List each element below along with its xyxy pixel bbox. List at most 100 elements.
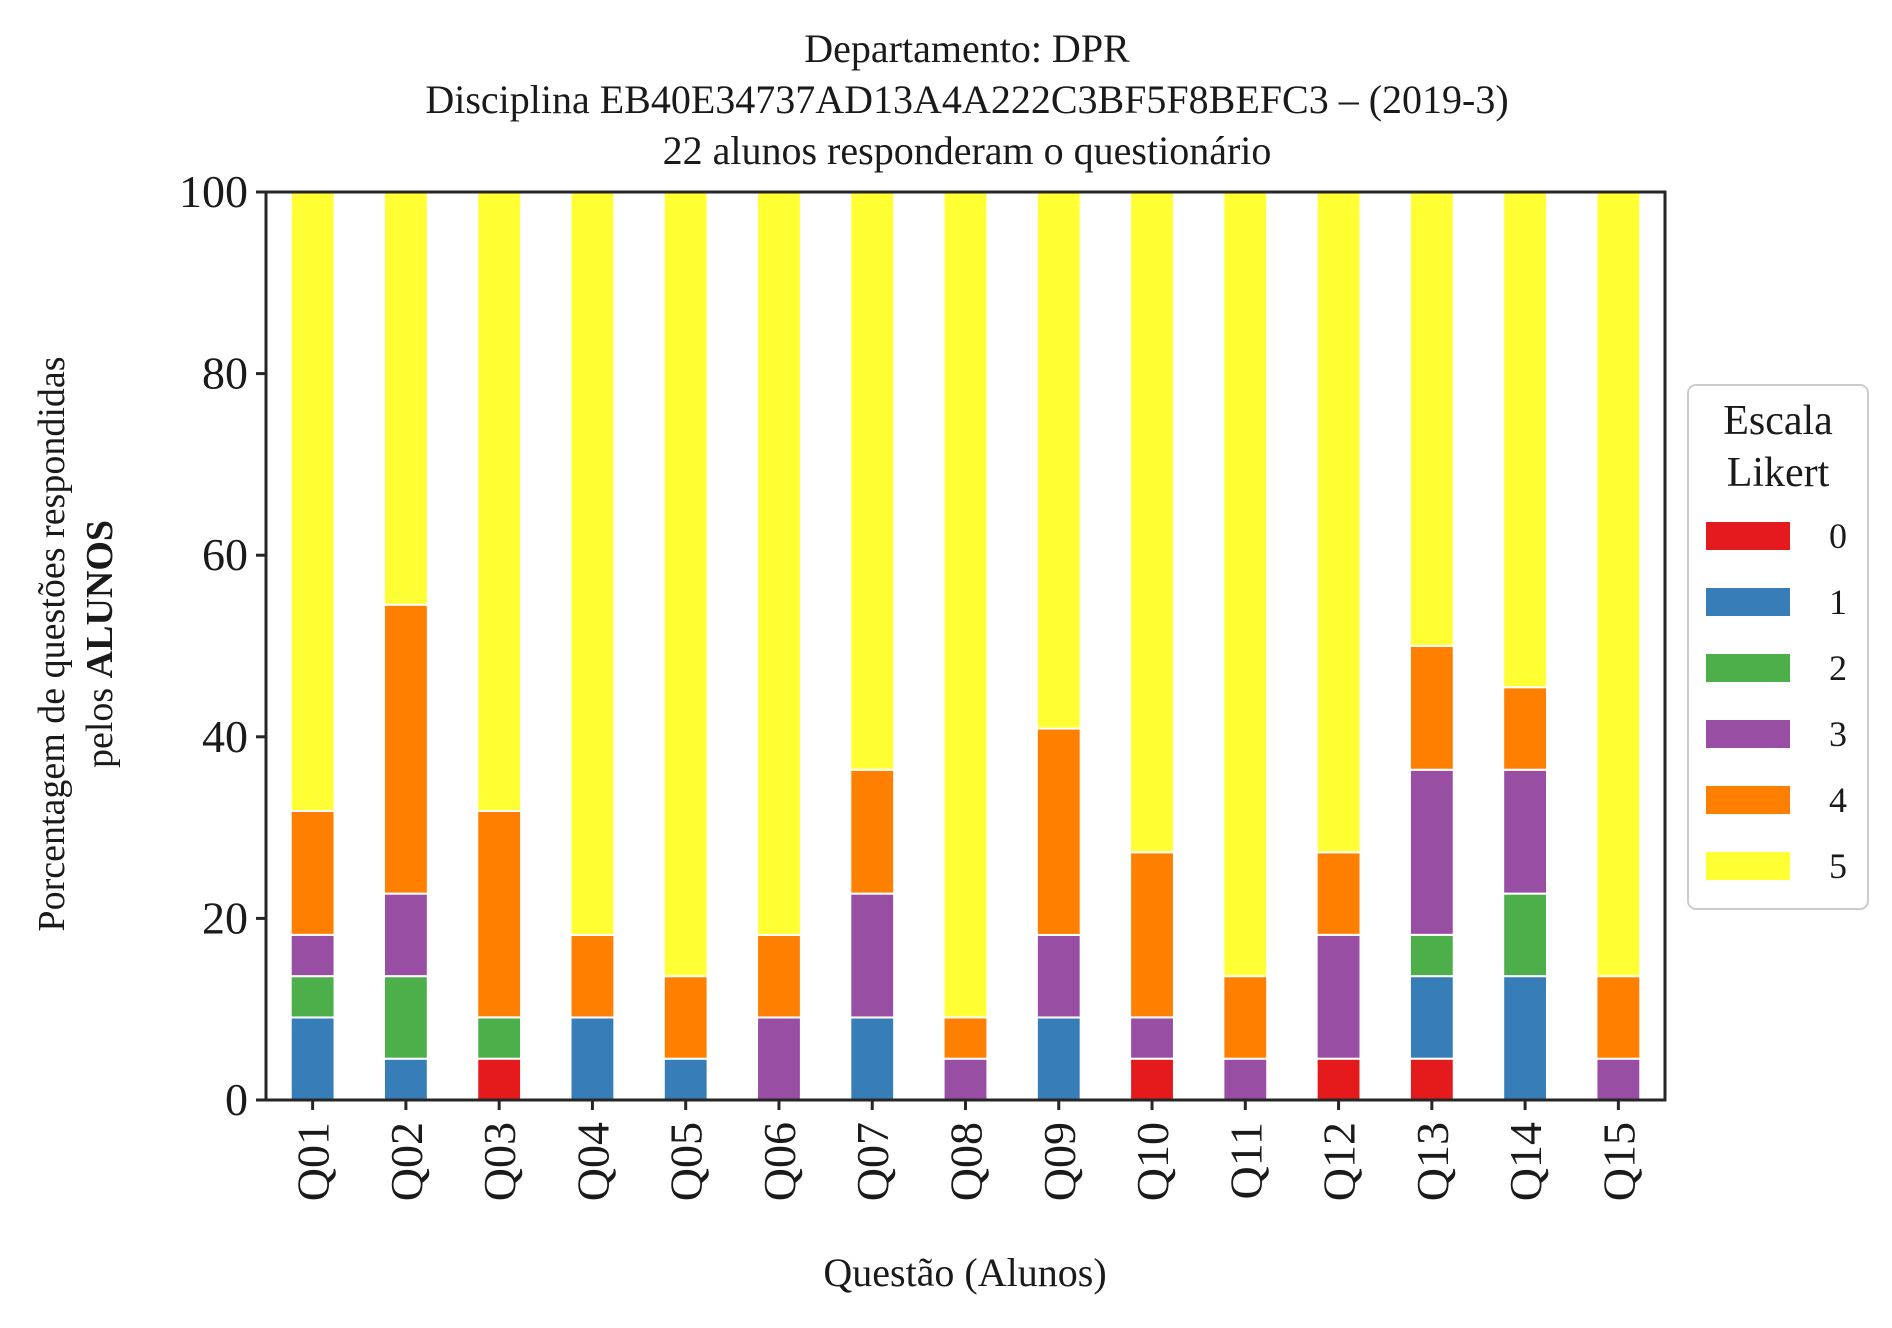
x-axis-label: Questão (Alunos) [823,1250,1106,1295]
bar-q13-likert-4 [1408,644,1455,771]
x-axis-ticks: Q01 Q02 Q03 Q04 Q05 Q06 Q07 Q08 Q09 Q10 Q11 Q12 Q13 Q… [288,1100,1644,1201]
bar-q04-likert-4 [569,933,616,1019]
bar-q09-likert-3 [1035,933,1082,1019]
y-tick-label-20: 20 [202,892,248,943]
bar-q02-likert-3 [382,892,429,978]
legend-swatch-0 [1706,522,1790,550]
bar-q09-likert-1 [1035,1016,1082,1102]
bar-q10-likert-3 [1129,1016,1175,1060]
bar-q05-likert-5 [662,191,709,978]
bar-q09-likert-5 [1035,191,1082,730]
chart-title: Departamento: DPR Disciplina EB40E34737A… [425,26,1508,173]
bar-q01-likert-5 [289,190,336,812]
x-tick-label-q15: Q15 [1593,1122,1644,1201]
bar-q05-likert-4 [662,975,709,1060]
bar-q14-likert-2 [1502,892,1549,978]
bar-q03-likert-4 [476,809,523,1019]
bar-q07-likert-5 [849,190,896,771]
bar-q12-likert-3 [1315,933,1362,1060]
bar-q13-likert-1 [1408,975,1455,1060]
y-tick-label-40: 40 [202,711,248,762]
bar-q14-likert-5 [1502,190,1549,689]
title-line-3: 22 alunos responderam o questionário [663,128,1272,173]
y-tick-label-60: 60 [202,529,248,580]
legend-label-0: 0 [1829,516,1847,556]
bar-q04-likert-5 [569,191,616,936]
bar-q13-likert-2 [1408,933,1455,978]
bar-q01-likert-1 [289,1016,336,1102]
bar-q02-likert-5 [382,191,429,606]
legend-swatch-4 [1706,786,1790,814]
x-tick-label-q01: Q01 [288,1122,339,1201]
y-axis-label-line-1: Porcentagem de questões respondidas [31,356,73,931]
bar-q08-likert-4 [942,1016,989,1060]
legend-swatch-1 [1706,588,1790,616]
bar-q12-likert-4 [1315,851,1362,936]
bar-q03-likert-0 [476,1057,523,1102]
legend-label-2: 2 [1829,648,1847,688]
bar-q03-likert-5 [476,190,523,812]
bar-q01-likert-3 [289,933,336,978]
bar-q08-likert-5 [942,190,989,1019]
x-tick-label-q02: Q02 [381,1122,432,1201]
y-axis-ticks: 0 20 40 60 80 100 [179,166,266,1125]
legend-frame [1687,384,1869,910]
legend-items: 0 1 2 3 4 5 [1706,516,1847,886]
x-tick-label-q14: Q14 [1500,1122,1551,1201]
legend-swatch-3 [1706,720,1790,748]
legend-label-4: 4 [1829,780,1847,820]
x-tick-label-q10: Q10 [1127,1122,1178,1201]
bar-q10-likert-5 [1129,190,1175,854]
bar-q10-likert-4 [1129,851,1175,1019]
bar-q06-likert-3 [756,1016,802,1102]
legend: Escala Likert 0 1 2 3 4 5 [1687,384,1869,910]
bar-q08-likert-3 [942,1057,989,1102]
x-tick-label-q09: Q09 [1034,1122,1085,1201]
bar-q02-likert-1 [382,1057,429,1102]
bar-q14-likert-3 [1502,768,1549,895]
y-tick-label-0: 0 [225,1074,248,1125]
bar-q06-likert-5 [756,191,802,936]
legend-label-1: 1 [1829,582,1847,622]
bar-q14-likert-4 [1502,686,1549,771]
y-axis-label: Porcentagem de questões respondidas pelo… [31,356,121,931]
legend-swatch-2 [1706,654,1790,682]
legend-title-line-2: Likert [1727,450,1830,496]
bar-q02-likert-4 [382,603,429,895]
title-line-1: Departamento: DPR [804,26,1130,71]
bar-q07-likert-3 [849,892,896,1019]
bar-q05-likert-1 [662,1057,709,1102]
x-tick-label-q05: Q05 [661,1122,712,1201]
x-tick-label-q04: Q04 [567,1122,618,1201]
legend-swatch-5 [1706,852,1790,880]
legend-label-5: 5 [1829,846,1847,886]
bar-q11-likert-4 [1222,975,1269,1060]
y-tick-label-80: 80 [202,348,248,399]
y-axis-label-line-2: pelos ALUNOS [79,520,121,768]
bar-q13-likert-5 [1408,190,1455,647]
bar-q09-likert-4 [1035,727,1082,936]
bar-q01-likert-4 [289,809,336,936]
bar-q10-likert-0 [1129,1057,1175,1102]
bar-q07-likert-4 [849,768,896,895]
x-tick-label-q11: Q11 [1220,1122,1271,1200]
bar-q12-likert-0 [1315,1057,1362,1102]
y-axis-label-prefix: pelos [79,678,121,768]
title-line-2: Disciplina EB40E34737AD13A4A222C3BF5F8BE… [425,77,1508,122]
x-tick-label-q08: Q08 [941,1122,992,1201]
bar-q15-likert-3 [1595,1057,1642,1102]
x-tick-label-q03: Q03 [474,1122,525,1201]
bar-q07-likert-1 [849,1016,896,1102]
bar-q13-likert-0 [1408,1057,1455,1102]
y-tick-label-100: 100 [179,166,248,217]
bar-q01-likert-2 [289,975,336,1019]
bars-layer [289,190,1642,1102]
x-tick-label-q07: Q07 [847,1122,898,1201]
bar-q11-likert-5 [1222,191,1269,978]
bar-q03-likert-2 [476,1016,523,1060]
bar-q15-likert-5 [1595,191,1642,978]
bar-q15-likert-4 [1595,975,1642,1060]
legend-label-3: 3 [1829,714,1847,754]
legend-title-line-1: Escala [1723,398,1833,444]
